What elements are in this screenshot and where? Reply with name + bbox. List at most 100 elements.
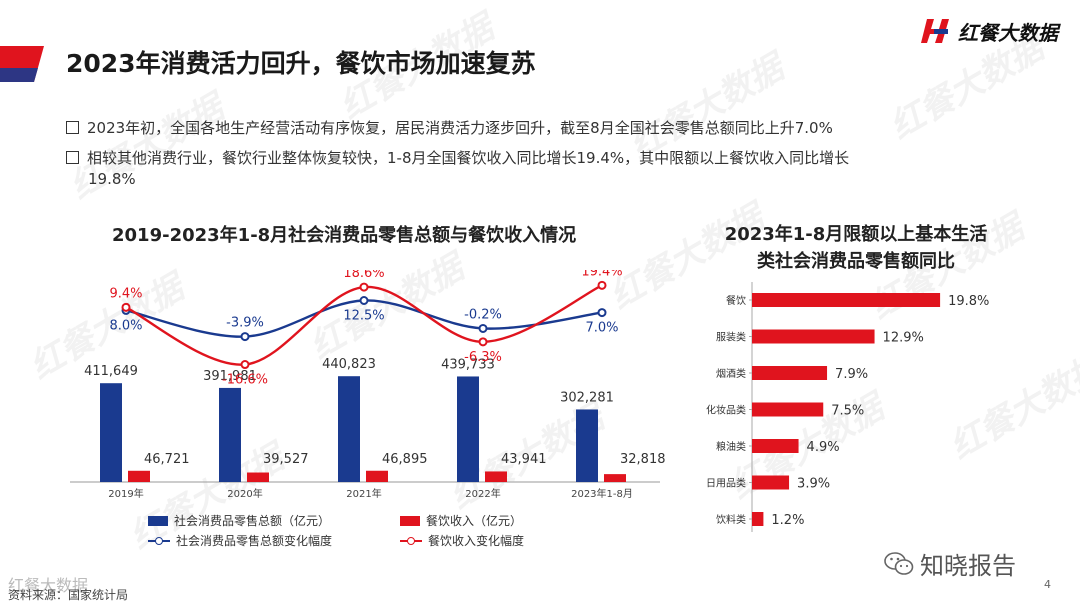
legend-item-catering-line: 餐饮收入变化幅度 — [400, 532, 524, 549]
chart2-hbar-chart: 餐饮 19.8% 服装类 12.9% 烟酒类 7.9% 化妆品类 7.5% 粮油类 4.9% 日用品… — [706, 282, 989, 532]
bullet-1: 2023年初，全国各地生产经营活动有序恢复，居民消费活力逐步回升，截至8月全国社… — [66, 118, 1006, 139]
bar-catering-label: 32,818 — [620, 452, 666, 467]
bar-retail — [457, 376, 479, 482]
category-label: 化妆品类 — [706, 404, 746, 417]
bullet-2-text: 相较其他消费行业，餐饮行业整体恢复较快，1-8月全国餐饮收入同比增长19.4%，… — [87, 149, 850, 167]
bar-catering-label: 46,895 — [382, 452, 428, 467]
category-label: 日用品类 — [706, 477, 746, 490]
catering-change-point — [359, 282, 369, 292]
catering-change-point — [121, 302, 131, 312]
category-label: 服装类 — [716, 331, 746, 344]
bar-value-label: 12.9% — [883, 331, 924, 346]
retail-change-point — [597, 308, 607, 318]
category-label: 烟酒类 — [716, 367, 746, 380]
catering-change-label: 18.6% — [343, 270, 384, 281]
chart2-title-line-1: 2023年1-8月限额以上基本生活 — [724, 224, 988, 245]
bar-retail — [100, 383, 122, 482]
wechat-name: 知晓报告 — [920, 552, 1016, 580]
bar — [752, 402, 824, 417]
bar-retail — [576, 409, 598, 482]
legend-label: 餐饮收入变化幅度 — [428, 534, 525, 548]
page-title: 2023年消费活力回升，餐饮市场加速复苏 — [66, 49, 536, 78]
legend-line-swatch — [148, 536, 170, 546]
bar-value-label: 3.9% — [797, 477, 830, 492]
legend-label: 餐饮收入（亿元） — [426, 514, 523, 528]
bar-catering — [366, 470, 388, 482]
bar — [752, 475, 790, 490]
bar-catering — [128, 470, 150, 482]
retail-change-point — [478, 323, 488, 333]
catering-change-point — [478, 337, 488, 347]
catering-change-label: -16.6% — [222, 373, 268, 388]
page-number: 4 — [1044, 578, 1051, 591]
bullet-2: 相较其他消费行业，餐饮行业整体恢复较快，1-8月全国餐饮收入同比增长19.4%，… — [66, 148, 1006, 190]
bar-retail — [219, 387, 241, 482]
chart2-title-line-2: 类社会消费品零售额同比 — [757, 251, 955, 272]
bar-retail-label: 302,281 — [560, 390, 614, 405]
bar-retail — [338, 376, 360, 482]
bar-value-label: 7.5% — [831, 404, 864, 419]
catering-change-label: -6.3% — [464, 350, 502, 365]
catering-change-point — [240, 360, 250, 370]
bullet-2-continuation: 19.8% — [88, 170, 136, 188]
bar-value-label: 1.2% — [771, 513, 804, 528]
bar-catering-label: 39,527 — [263, 452, 309, 467]
category-label: 饮料类 — [716, 513, 746, 526]
title-accent-bar — [0, 46, 44, 82]
retail-change-label: 7.0% — [585, 321, 618, 336]
bar-catering — [485, 471, 507, 482]
bullet-box-icon — [66, 151, 79, 164]
legend-item-retail-bar: 社会消费品零售总额（亿元） — [148, 512, 330, 529]
source-note: 资料来源：国家统计局 — [8, 588, 129, 602]
retail-change-point — [359, 296, 369, 305]
bar-catering — [604, 474, 626, 482]
category-label: 餐饮 — [726, 294, 746, 307]
bar-retail-label: 411,649 — [84, 364, 138, 379]
legend-line-swatch — [400, 536, 422, 546]
x-tick-label: 2019年 — [108, 487, 143, 500]
bar — [752, 366, 828, 380]
bar-catering — [247, 472, 269, 482]
bar-catering-label: 43,941 — [501, 452, 547, 467]
legend-swatch — [148, 515, 168, 526]
bar — [752, 329, 875, 344]
brand-logo-icon — [921, 19, 949, 43]
chart1-title: 2019-2023年1-8月社会消费品零售总额与餐饮收入情况 — [112, 225, 577, 246]
bullet-box-icon — [66, 121, 79, 134]
x-tick-label: 2023年1-8月 — [571, 487, 633, 500]
bar-catering-label: 46,721 — [144, 452, 190, 467]
chart1-combo-chart: 411,649 46,721 2019年 391,981 39,527 2020年 440,… — [70, 270, 666, 500]
bar-value-label: 4.9% — [807, 440, 840, 455]
bar-value-label: 19.8% — [948, 294, 989, 309]
x-tick-label: 2022年 — [465, 487, 500, 500]
legend-item-retail-line: 社会消费品零售总额变化幅度 — [148, 532, 332, 549]
category-label: 粮油类 — [716, 440, 746, 453]
brand-logo: 红餐大数据 — [920, 16, 1058, 46]
retail-change-point — [240, 332, 250, 342]
bullet-1-text: 2023年初，全国各地生产经营活动有序恢复，居民消费活力逐步回升，截至8月全国社… — [87, 119, 833, 137]
x-tick-label: 2020年 — [227, 487, 262, 500]
retail-change-label: -3.9% — [226, 316, 264, 331]
catering-change-label: 19.4% — [581, 270, 622, 279]
retail-change-label: -0.2% — [464, 307, 502, 322]
bar-value-label: 7.9% — [835, 367, 868, 382]
footer-watermark: 红餐大数据 — [8, 576, 89, 595]
x-tick-label: 2021年 — [346, 487, 381, 500]
bar — [752, 293, 941, 307]
legend-label: 社会消费品零售总额（亿元） — [174, 514, 331, 528]
brand-name: 红餐大数据 — [958, 20, 1058, 45]
legend-item-catering-bar: 餐饮收入（亿元） — [400, 512, 522, 529]
wechat-account: 知晓报告 — [884, 546, 1016, 581]
chart2-title: 2023年1-8月限额以上基本生活 类社会消费品零售额同比 — [696, 221, 1016, 275]
bar — [752, 512, 764, 526]
wechat-icon — [884, 551, 914, 575]
bar — [752, 439, 799, 453]
catering-change-label: 9.4% — [109, 286, 142, 301]
bar-retail-label: 439,733 — [441, 357, 495, 372]
bar-retail-label: 440,823 — [322, 357, 376, 372]
bar-retail-label: 391,981 — [203, 369, 257, 384]
legend-swatch — [400, 515, 420, 526]
legend-label: 社会消费品零售总额变化幅度 — [176, 534, 333, 548]
retail-change-label: 8.0% — [109, 318, 142, 333]
catering-change-point — [597, 280, 607, 290]
